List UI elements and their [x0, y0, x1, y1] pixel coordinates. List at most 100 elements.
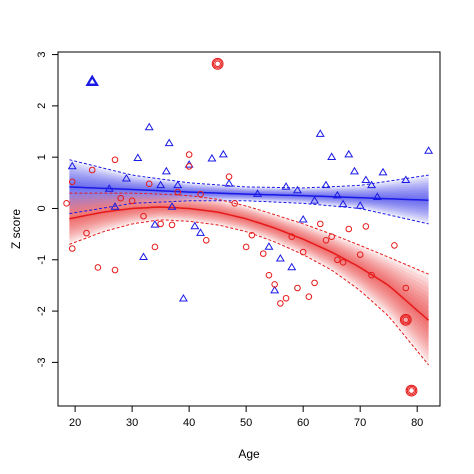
confidence-bands: [69, 159, 429, 365]
point-1-42: [378, 167, 388, 176]
point-1-44: [424, 146, 434, 154]
point-1-23: [264, 242, 274, 250]
point-1-21: [224, 179, 234, 187]
point-1-4: [110, 202, 120, 210]
point-2-47: [402, 316, 410, 324]
x-axis-title: Age: [238, 447, 260, 461]
point-2-26: [259, 250, 267, 257]
point-1-17: [190, 221, 200, 230]
x-tick-label-70: 70: [354, 417, 366, 429]
x-tick-label-60: 60: [297, 417, 309, 429]
point-2-48: [408, 387, 415, 394]
y-tick-label-2: 2: [36, 103, 48, 109]
point-1-40: [367, 180, 377, 189]
point-2-37: [322, 236, 330, 244]
point-1-2: [85, 74, 99, 86]
point-1-2: [86, 75, 98, 86]
point-2-3: [68, 245, 76, 252]
point-2-17: [185, 151, 193, 158]
fit-line-1: [69, 186, 429, 202]
ci-upper-line-1: [69, 159, 429, 189]
point-2-12: [145, 180, 153, 188]
y-tick-label-1: 1: [36, 154, 48, 160]
point-2-23: [231, 200, 239, 207]
point-1-10: [156, 180, 166, 189]
point-2-42: [356, 251, 364, 258]
x-tick-label-40: 40: [183, 417, 195, 429]
point-2-29: [277, 300, 284, 307]
point-2-21-ring: [212, 59, 223, 69]
point-1-14: [173, 180, 183, 189]
y-tick-label-3: 3: [36, 52, 48, 58]
point-2-48-ring-outer: [405, 384, 418, 397]
point-2-7: [111, 156, 119, 164]
point-1-6: [133, 153, 143, 161]
point-2-40: [339, 259, 347, 266]
point-1-33: [327, 152, 337, 160]
point-1-1: [67, 161, 77, 170]
y-axis-title: Z score: [9, 209, 23, 249]
point-1-7: [139, 252, 149, 260]
point-1-37: [349, 166, 359, 175]
point-1-13: [167, 202, 177, 210]
point-2-46: [402, 284, 410, 292]
point-2-44: [368, 271, 375, 279]
band-2-layer-7: [69, 197, 429, 352]
point-2-8: [111, 266, 119, 274]
band-1-layer-10: [69, 159, 429, 224]
point-2-41: [345, 225, 353, 233]
point-1-30: [310, 196, 320, 204]
band-2-layer-3: [69, 203, 429, 334]
point-1-11: [161, 166, 171, 175]
point-2-48-ring: [406, 385, 417, 396]
point-1-29: [298, 214, 308, 223]
data-points: [63, 57, 434, 397]
point-1-34: [332, 190, 342, 199]
point-1-27: [287, 262, 297, 271]
point-2-19: [197, 190, 204, 198]
band-1-layer-4: [69, 176, 429, 210]
band-2-layer-4: [69, 201, 429, 339]
point-1-5: [121, 173, 131, 182]
x-tick-label-50: 50: [240, 417, 252, 429]
point-2-16: [174, 188, 182, 196]
point-1-32: [321, 180, 331, 189]
point-2-5: [88, 166, 96, 174]
point-2-21: [214, 60, 221, 68]
point-2-11: [140, 212, 147, 220]
point-2-1: [63, 200, 70, 207]
point-2-2: [68, 178, 76, 186]
point-2-31: [288, 233, 296, 240]
plot-frame: [57, 51, 441, 407]
point-2-34: [305, 293, 313, 301]
point-1-35: [338, 199, 348, 208]
band-2-layer-10: [69, 193, 429, 365]
band-1-layer-7: [69, 167, 429, 217]
point-2-21-ring-outer: [211, 57, 224, 70]
x-tick-label-20: 20: [69, 417, 81, 429]
point-1-18: [196, 228, 206, 236]
point-2-38: [328, 233, 335, 240]
band-1-layer-3: [69, 178, 429, 208]
point-2-36: [316, 220, 324, 228]
band-1-layer-8: [69, 165, 429, 220]
ci-upper-line-2: [69, 192, 429, 275]
point-2-32: [294, 284, 301, 292]
point-1-15: [178, 293, 188, 302]
ci-lower-line-1: [69, 200, 429, 225]
point-1-19: [207, 153, 217, 162]
point-1-38: [355, 201, 365, 209]
band-2-layer-6: [69, 199, 429, 348]
point-2-39: [334, 256, 341, 264]
band-2-layer-2: [69, 204, 429, 330]
fit-line-2: [69, 206, 430, 321]
point-1-26: [281, 182, 291, 190]
point-2-6: [94, 264, 102, 271]
x-tick-label-80: 80: [411, 417, 423, 429]
point-2-47-ring: [401, 315, 411, 325]
band-2-layer-5: [69, 200, 429, 343]
point-2-10: [128, 197, 136, 205]
point-2-14: [157, 220, 164, 228]
point-2-47-ring-outer: [399, 313, 412, 326]
